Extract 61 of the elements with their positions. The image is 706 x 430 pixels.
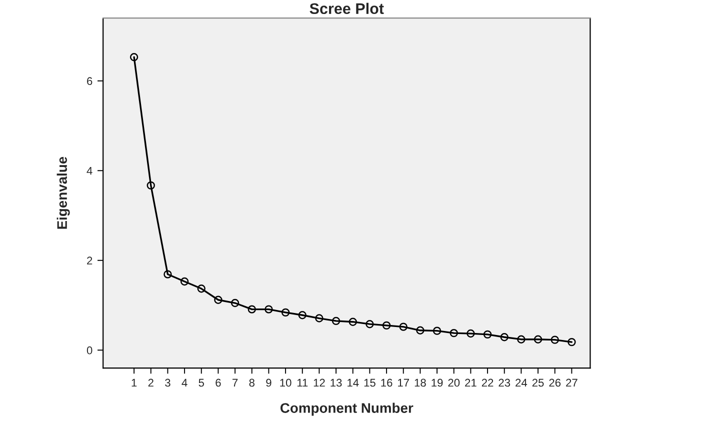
point <box>230 298 240 308</box>
x-tick-label: 20 <box>448 378 460 387</box>
x-tick-label: 22 <box>482 378 494 387</box>
x-tick-label: 17 <box>398 378 409 387</box>
x-axis-title: Component Number <box>280 402 414 416</box>
point <box>432 326 442 335</box>
point <box>315 314 324 322</box>
x-tick-label: 8 <box>249 378 254 387</box>
point <box>281 308 290 317</box>
x-tick-label: 6 <box>216 378 221 387</box>
point <box>517 335 526 344</box>
x-tick-label: 12 <box>314 378 325 387</box>
point <box>568 338 576 346</box>
x-tick-label: 23 <box>498 378 510 387</box>
x-tick-label: 24 <box>516 378 528 387</box>
y-axis-title: Eigenvalue <box>56 156 70 229</box>
x-tick-label: 5 <box>198 378 204 387</box>
chart-title: Scree Plot <box>310 2 384 14</box>
point <box>164 270 172 278</box>
x-tick-label: 7 <box>232 378 238 387</box>
x-tick-label: 25 <box>532 378 544 387</box>
point <box>146 181 155 190</box>
x-tick-label: 27 <box>566 378 578 387</box>
point <box>483 330 492 339</box>
y-tick-label: 2 <box>87 256 92 264</box>
point <box>366 320 374 328</box>
x-tick-label: 15 <box>364 378 376 387</box>
x-tick-label: 1 <box>132 378 137 387</box>
y-tick-label: 6 <box>87 77 92 86</box>
point <box>399 322 408 331</box>
point <box>214 296 222 304</box>
x-tick-label: 14 <box>348 378 359 387</box>
point <box>450 328 458 338</box>
point <box>130 53 138 62</box>
x-tick-label: 16 <box>381 378 392 387</box>
x-tick-label: 10 <box>280 378 292 387</box>
point <box>382 321 391 330</box>
point <box>264 305 273 314</box>
point <box>416 326 424 334</box>
point <box>332 316 340 326</box>
x-tick-label: 2 <box>148 378 154 387</box>
x-tick-label: 11 <box>297 378 308 387</box>
x-tick-label: 21 <box>465 378 476 387</box>
point <box>197 284 206 293</box>
x-tick-label: 4 <box>182 378 188 387</box>
point <box>466 329 475 338</box>
point <box>500 333 508 342</box>
point <box>348 318 357 326</box>
x-tick-label: 13 <box>330 378 342 387</box>
y-tick-label: 0 <box>86 346 92 354</box>
x-tick-label: 18 <box>414 378 426 387</box>
point <box>550 336 559 344</box>
x-tick-label: 9 <box>266 378 272 387</box>
point <box>180 277 189 286</box>
point <box>298 311 306 320</box>
x-tick-label: 26 <box>549 378 561 387</box>
y-tick-label: 4 <box>86 167 92 175</box>
x-tick-label: 19 <box>432 378 443 387</box>
x-tick-label: 3 <box>165 378 170 387</box>
point <box>248 305 256 314</box>
point <box>534 335 542 344</box>
